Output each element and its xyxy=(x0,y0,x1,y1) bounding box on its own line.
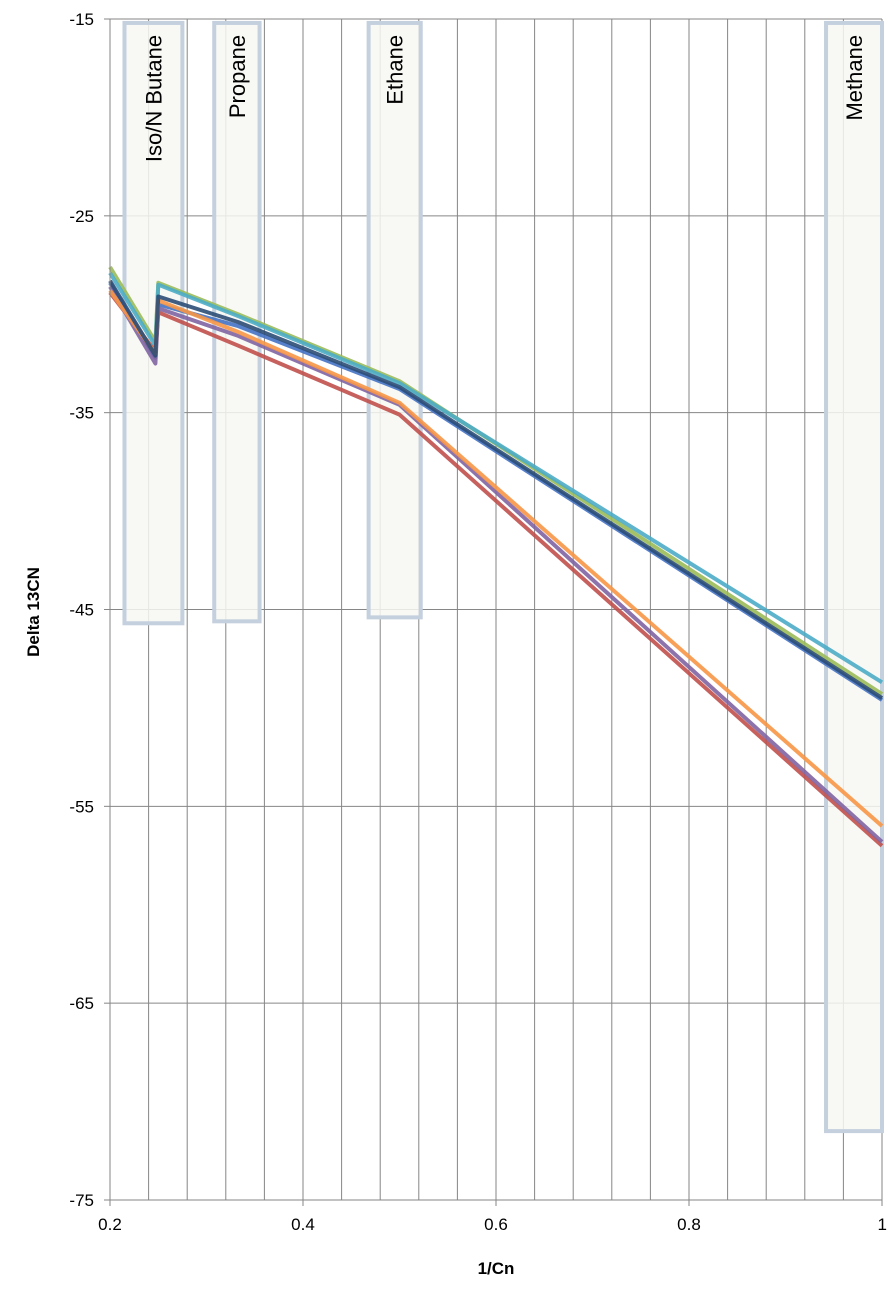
y-tick-label: -35 xyxy=(69,404,94,423)
x-tick-label: 0.6 xyxy=(484,1215,508,1234)
tick-layer: -15 -25 -35 -45 -55 -65 -750.2 0.4 0.6 0.8 1 xyxy=(69,10,887,1234)
band-rect xyxy=(366,20,423,620)
y-tick-label: -25 xyxy=(69,207,94,226)
y-tick-label: -45 xyxy=(69,601,94,620)
series-layer xyxy=(108,265,884,848)
x-tick-label: 0.8 xyxy=(677,1215,701,1234)
band-label: Ethane xyxy=(383,35,408,105)
series-line xyxy=(108,271,884,684)
x-tick-label: 1 xyxy=(878,1215,887,1234)
y-axis-title: Delta 13CN xyxy=(24,567,43,657)
band-label: Iso/N Butane xyxy=(141,35,166,162)
x-tick-label: 0.2 xyxy=(98,1215,122,1234)
band-label: Methane xyxy=(842,35,867,121)
y-tick-label: -75 xyxy=(69,1191,94,1210)
band-layer: Iso/N Butane Propane Ethane Methane xyxy=(122,20,885,1134)
y-tick-label: -15 xyxy=(69,10,94,29)
x-axis-title: 1/Cn xyxy=(478,1259,515,1278)
x-tick-label: 0.4 xyxy=(291,1215,315,1234)
y-tick-label: -55 xyxy=(69,797,94,816)
band-label: Propane xyxy=(225,35,250,118)
y-tick-label: -65 xyxy=(69,994,94,1013)
series-line xyxy=(108,279,884,700)
band-rect xyxy=(824,20,885,1134)
series-line xyxy=(108,285,884,844)
